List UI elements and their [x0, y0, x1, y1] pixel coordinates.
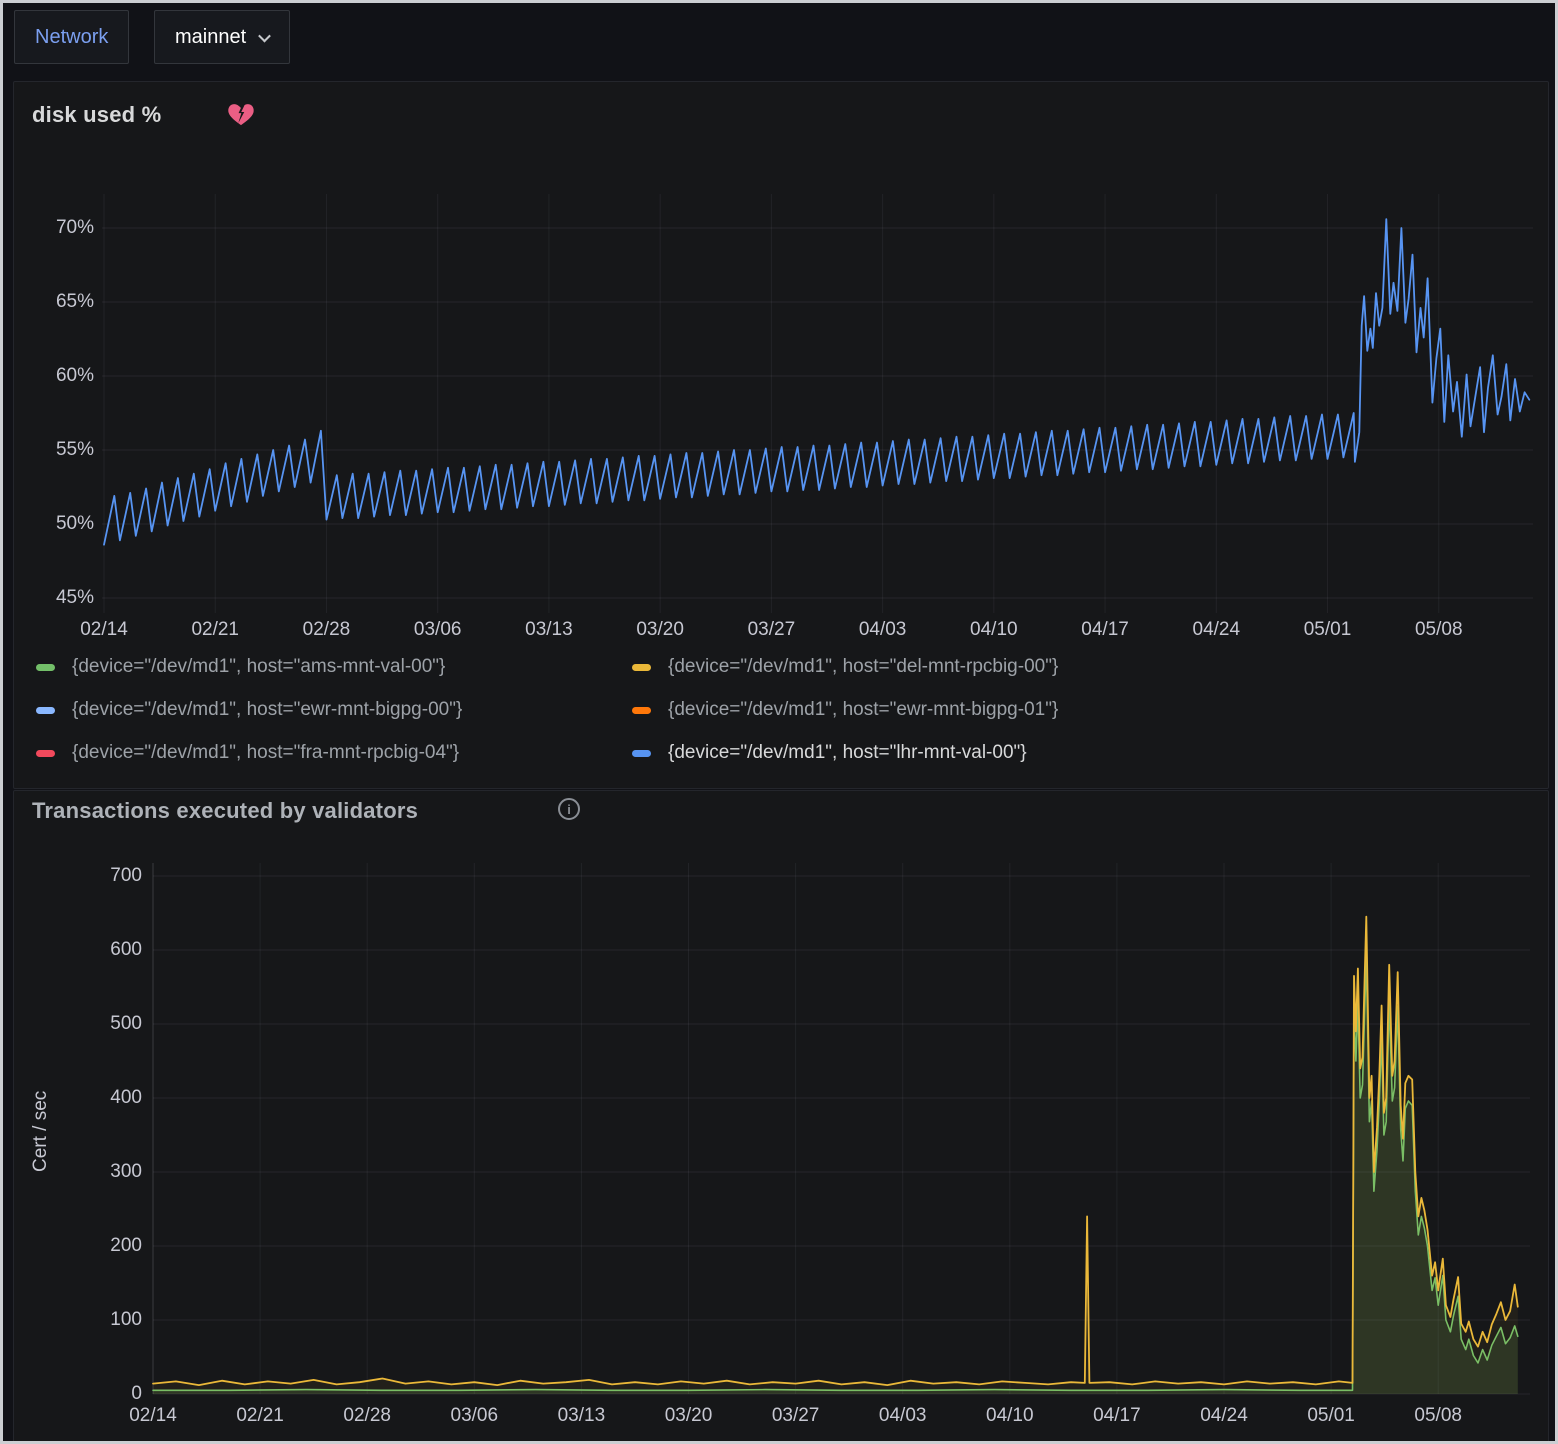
- variable-network-label: Network: [35, 26, 108, 49]
- legend-swatch: [632, 707, 651, 714]
- variable-network-label-box[interactable]: Network: [14, 10, 129, 64]
- variable-network-value-dropdown[interactable]: mainnet: [154, 10, 290, 64]
- legend-swatch: [36, 707, 55, 714]
- legend-item[interactable]: {device="/dev/md1", host="ewr-mnt-bigpg-…: [36, 699, 632, 721]
- dashboard-page: Network mainnet disk used % 70%65%60%55%…: [0, 0, 1558, 1444]
- legend-label: {device="/dev/md1", host="ams-mnt-val-00…: [72, 656, 445, 678]
- variable-network-value: mainnet: [175, 26, 246, 49]
- legend-label: {device="/dev/md1", host="lhr-mnt-val-00…: [668, 742, 1027, 764]
- panel-transactions: Transactions executed by validators i Ce…: [13, 790, 1549, 1442]
- legend-swatch: [36, 664, 55, 671]
- disk-legend: {device="/dev/md1", host="ams-mnt-val-00…: [36, 656, 1058, 764]
- legend-item[interactable]: {device="/dev/md1", host="ams-mnt-val-00…: [36, 656, 632, 678]
- legend-label: {device="/dev/md1", host="del-mnt-rpcbig…: [668, 656, 1058, 678]
- chevron-down-icon: [258, 29, 271, 42]
- legend-item[interactable]: {device="/dev/md1", host="ewr-mnt-bigpg-…: [632, 699, 1058, 721]
- legend-swatch: [36, 750, 55, 757]
- legend-label: {device="/dev/md1", host="ewr-mnt-bigpg-…: [668, 699, 1058, 721]
- legend-item[interactable]: {device="/dev/md1", host="lhr-mnt-val-00…: [632, 742, 1058, 764]
- legend-swatch: [632, 750, 651, 757]
- legend-swatch: [632, 664, 651, 671]
- panel-disk-used: disk used % 70%65%60%55%50%45%02/1402/21…: [13, 81, 1549, 789]
- transactions-chart[interactable]: [14, 791, 1548, 1441]
- legend-item[interactable]: {device="/dev/md1", host="fra-mnt-rpcbig…: [36, 742, 632, 764]
- legend-label: {device="/dev/md1", host="fra-mnt-rpcbig…: [72, 742, 459, 764]
- legend-label: {device="/dev/md1", host="ewr-mnt-bigpg-…: [72, 699, 462, 721]
- legend-item[interactable]: {device="/dev/md1", host="del-mnt-rpcbig…: [632, 656, 1058, 678]
